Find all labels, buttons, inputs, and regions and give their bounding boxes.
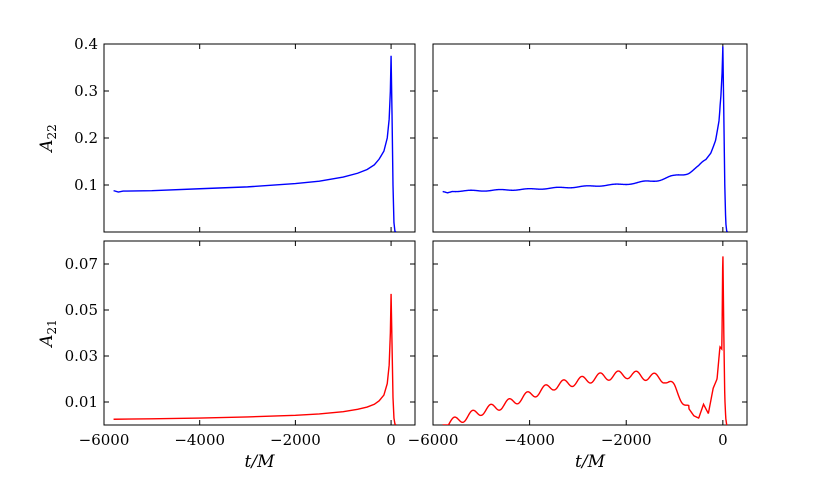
x-tick-label: 0 — [386, 431, 396, 449]
y-axis-label: A21 — [37, 319, 59, 349]
axes-frame — [432, 43, 748, 233]
panel-top-right — [432, 43, 748, 233]
series-line — [113, 55, 397, 232]
y-tick-label: 0.3 — [74, 82, 98, 100]
series-line — [442, 256, 728, 425]
y-axis-label-base: A — [37, 140, 57, 154]
panel-bottom-left: 0.01 0.03 0.05 0.07 −6000 −4000 −2000 0 A21 t/M — [37, 240, 416, 472]
y-tick-label: 0.4 — [74, 35, 98, 53]
y-axis-label-subscript: 22 — [45, 124, 59, 139]
y-axis-label-base: A — [37, 335, 57, 349]
x-tick-label: −2000 — [601, 431, 652, 449]
axes-frame — [103, 240, 416, 426]
y-tick-label: 0.2 — [74, 129, 98, 147]
axes-frame — [103, 43, 416, 233]
series-line — [442, 46, 728, 232]
x-axis-label: t/M — [575, 452, 606, 472]
axes-frame — [432, 240, 748, 426]
x-tick-label: −6000 — [79, 431, 130, 449]
x-tick-label: −2000 — [270, 431, 321, 449]
y-tick-label: 0.01 — [65, 393, 98, 411]
panel-bottom-right: −6000 −4000 −2000 0 t/M — [408, 240, 748, 472]
y-tick-label: 0.03 — [65, 347, 98, 365]
x-tick-label: 0 — [718, 431, 728, 449]
y-tick-label: 0.05 — [65, 301, 98, 319]
panel-top-left: 0.1 0.2 0.3 0.4 A22 — [37, 35, 416, 233]
x-tick-label: −4000 — [504, 431, 555, 449]
y-tick-label: 0.1 — [74, 176, 98, 194]
y-tick-label: 0.07 — [65, 255, 98, 273]
y-axis-label-subscript: 21 — [45, 319, 59, 334]
y-axis-label: A22 — [37, 124, 59, 154]
x-tick-label: −6000 — [408, 431, 459, 449]
series-line — [113, 293, 397, 425]
x-axis-label: t/M — [245, 452, 276, 472]
x-tick-label: −4000 — [174, 431, 225, 449]
